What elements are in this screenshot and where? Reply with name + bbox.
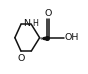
Text: H: H bbox=[32, 19, 38, 28]
Text: O: O bbox=[17, 54, 25, 63]
Text: OH: OH bbox=[64, 33, 79, 42]
Text: N: N bbox=[23, 19, 30, 28]
Text: O: O bbox=[45, 9, 52, 18]
